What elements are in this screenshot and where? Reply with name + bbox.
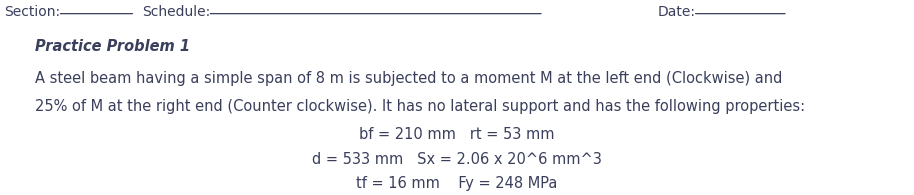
- Text: 25% of M at the right end (Counter clockwise). It has no lateral support and has: 25% of M at the right end (Counter clock…: [35, 99, 805, 114]
- Text: Section:: Section:: [5, 5, 60, 19]
- Text: d = 533 mm   Sx = 2.06 x 20^6 mm^3: d = 533 mm Sx = 2.06 x 20^6 mm^3: [312, 152, 602, 167]
- Text: Schedule:: Schedule:: [142, 5, 210, 19]
- Text: A steel beam having a simple span of 8 m is subjected to a moment M at the left : A steel beam having a simple span of 8 m…: [35, 71, 782, 86]
- Text: tf = 16 mm    Fy = 248 MPa: tf = 16 mm Fy = 248 MPa: [356, 176, 558, 191]
- Text: bf = 210 mm   rt = 53 mm: bf = 210 mm rt = 53 mm: [359, 127, 555, 142]
- Text: Practice Problem 1: Practice Problem 1: [35, 39, 190, 54]
- Text: Date:: Date:: [658, 5, 696, 19]
